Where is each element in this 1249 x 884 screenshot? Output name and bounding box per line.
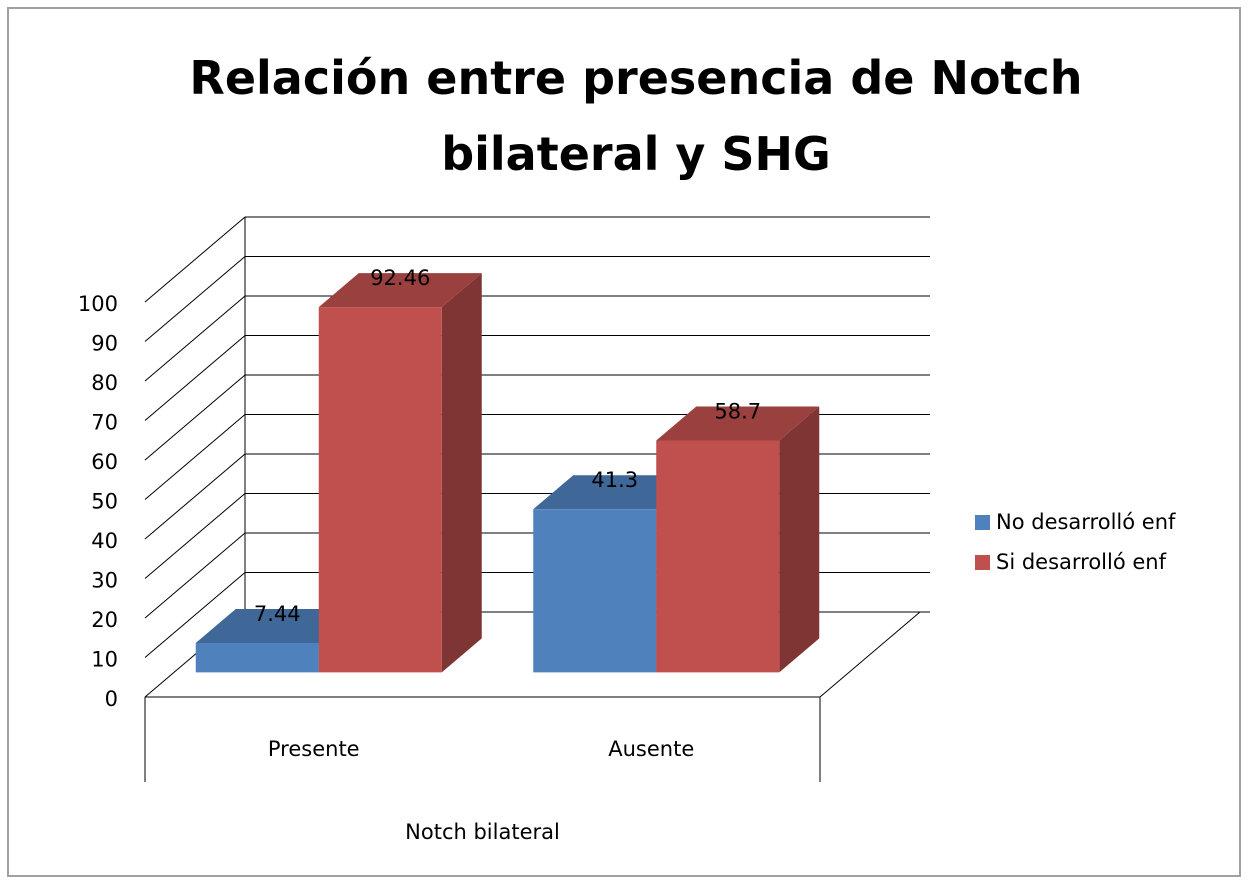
- legend-swatch: [975, 555, 990, 570]
- grid-line: [144, 572, 246, 658]
- grid-line: [144, 335, 246, 421]
- y-tick-label: 0: [105, 687, 118, 711]
- y-tick-label: 50: [91, 490, 118, 514]
- y-tick-label: 70: [91, 411, 118, 435]
- chart-border: [7, 7, 1241, 877]
- y-tick-label: 10: [91, 648, 118, 672]
- x-tick-label: Ausente: [608, 737, 694, 761]
- bar-top: [656, 406, 820, 441]
- x-axis-title: Notch bilateral: [405, 820, 560, 844]
- y-tick-label: 60: [91, 450, 118, 474]
- y-tick-label: 80: [91, 371, 118, 395]
- data-label: 41.3: [591, 468, 638, 492]
- y-tick-label: 100: [78, 292, 118, 316]
- y-tick-label: 90: [91, 332, 118, 356]
- grid-line: [144, 256, 246, 342]
- bar: [656, 440, 780, 673]
- floor-edge: [819, 611, 921, 698]
- grid-line: [144, 453, 246, 540]
- bar-side: [441, 273, 482, 673]
- grid-line: [144, 532, 246, 619]
- grid-line: [144, 295, 246, 382]
- grid-line: [144, 374, 246, 461]
- legend-label: Si desarrolló enf: [996, 550, 1167, 574]
- bar: [195, 642, 319, 673]
- data-label: 58.7: [714, 399, 761, 423]
- grid-line: [144, 216, 246, 303]
- bar: [533, 509, 657, 673]
- chart-title: Relación entre presencia de Notch bilate…: [189, 51, 1083, 181]
- data-label: 7.44: [254, 602, 301, 626]
- bar-top: [533, 475, 697, 510]
- bar-top: [195, 608, 359, 643]
- grid-line: [144, 414, 246, 500]
- bar-side: [779, 406, 820, 673]
- x-tick-label: Presente: [268, 737, 360, 761]
- y-tick-label: 30: [91, 569, 118, 593]
- bar-top: [318, 273, 482, 308]
- y-tick-label: 20: [91, 608, 118, 632]
- legend-swatch: [975, 515, 990, 530]
- bar: [318, 307, 442, 673]
- data-label: 92.46: [370, 266, 430, 290]
- y-tick-label: 40: [91, 529, 118, 553]
- legend-label: No desarrolló enf: [996, 510, 1176, 534]
- grid-line: [144, 493, 246, 579]
